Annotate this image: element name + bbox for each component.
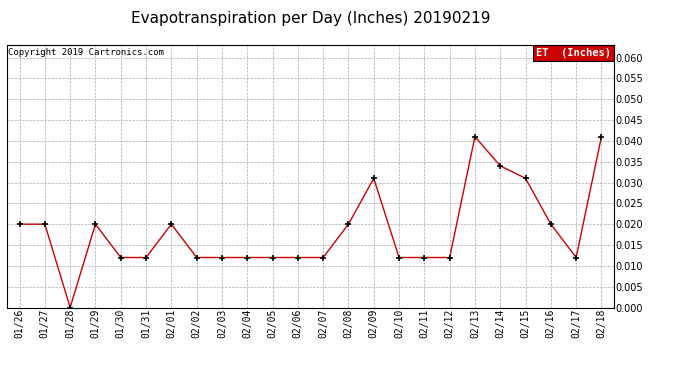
Text: ET  (Inches): ET (Inches) [536, 48, 611, 58]
Text: Copyright 2019 Cartronics.com: Copyright 2019 Cartronics.com [8, 48, 164, 57]
Text: Evapotranspiration per Day (Inches) 20190219: Evapotranspiration per Day (Inches) 2019… [130, 11, 491, 26]
